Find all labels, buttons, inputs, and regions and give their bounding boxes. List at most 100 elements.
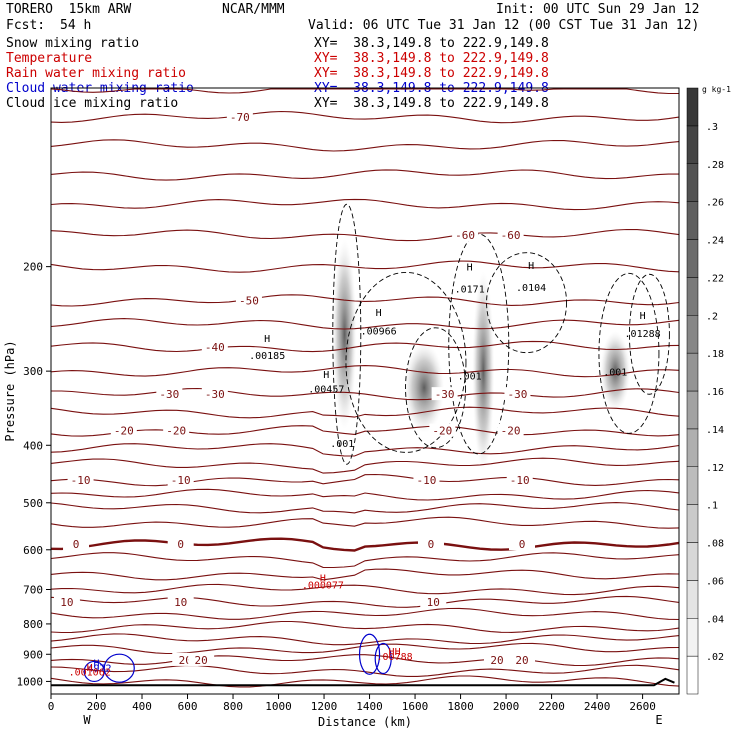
isotherm-label-text: 20: [490, 654, 503, 667]
isotherm-label: -30: [201, 387, 228, 401]
colorbar-tick-label: .12: [706, 463, 724, 474]
cloud-water-contour: [83, 660, 105, 683]
field-extreme-label: H: [93, 658, 99, 669]
isotherm-label: 0: [417, 537, 444, 551]
y-tick-label: 400: [23, 439, 43, 452]
isotherm-label: 10: [53, 595, 80, 609]
field-extreme-label: .00966: [361, 326, 397, 337]
isotherm-label-text: -40: [205, 341, 225, 354]
field-extreme-label: H: [640, 311, 646, 322]
isotherm-label: -20: [163, 423, 190, 438]
field-extreme-label: .00185: [249, 351, 285, 362]
isotherm-label: 20: [509, 652, 535, 667]
y-tick-label: 1000: [17, 675, 44, 688]
x-tick-label: 1800: [447, 700, 474, 713]
isotherm-line: [50, 537, 680, 552]
isotherm-label-text: 20: [515, 654, 528, 667]
cloud-ice-contour: [628, 273, 670, 395]
isotherm-label-text: -20: [432, 425, 452, 438]
y-tick-label: 700: [23, 584, 43, 597]
isotherm-line: [50, 228, 680, 242]
colorbar-tick-label: .16: [706, 387, 724, 398]
isotherm-label-text: -10: [171, 474, 191, 487]
axes: 0 200 400 600 800 1000 1200 1400 1600 1800 2000 220…: [17, 261, 656, 713]
ground-line: [51, 677, 675, 687]
field-extreme-label: .001062: [69, 668, 111, 679]
colorbar-cell: [686, 125, 699, 164]
isotherm-label: -10: [67, 473, 94, 487]
colorbar-tick-label: .02: [706, 652, 724, 663]
x-tick-label: 1000: [265, 700, 292, 713]
isotherm-line: [50, 473, 680, 487]
field-extreme-label: H: [320, 574, 326, 585]
cloud-ice-contours: [332, 203, 670, 465]
isotherm-line: [50, 552, 680, 569]
isotherm-label-text: -30: [159, 388, 179, 401]
isotherm-label-text: -30: [508, 388, 528, 401]
isotherm-label: -10: [167, 473, 194, 487]
field-label-snow: Snow mixing ratio: [6, 36, 140, 51]
colorbar-cell: [686, 277, 699, 316]
center-name: NCAR/MMM: [222, 2, 285, 17]
colorbar-cell: [686, 352, 699, 392]
isotherm-label-text: -70: [230, 111, 250, 124]
colorbar-cell: [686, 655, 699, 695]
x-tick-label: 2400: [584, 700, 611, 713]
cloud-ice-contour: [332, 203, 362, 465]
isotherm-label: 10: [167, 595, 194, 609]
x-tick-label: 1400: [356, 700, 383, 713]
isotherm-line: [50, 583, 680, 596]
colorbar-tick-label: .2: [706, 311, 718, 322]
x-tick-label: 2600: [629, 700, 656, 713]
isotherm-line: [50, 365, 680, 378]
xs-line-rain: XY= 38.3,149.8 to 222.9,149.8: [314, 66, 549, 81]
colorbar-tick-label: .04: [706, 614, 724, 625]
x-tick-label: 400: [132, 700, 152, 713]
colorbar-cell: [686, 580, 699, 619]
field-extreme-label: H: [467, 262, 473, 273]
field-extreme-label: H: [323, 370, 329, 381]
east-label: E: [655, 713, 662, 727]
x-axis-label: Distance (km): [318, 715, 412, 729]
isotherm-line: [50, 516, 680, 529]
isotherm-label-text: 0: [428, 538, 435, 551]
isotherm-label-text: -10: [416, 474, 436, 487]
isotherm-label: -10: [413, 473, 440, 487]
y-tick-label: 600: [23, 544, 43, 557]
field-extreme-label: .0104: [516, 283, 546, 294]
field-extreme-label: HH: [389, 647, 401, 658]
isotherm-line: [50, 633, 680, 646]
isotherm-line: [50, 340, 680, 353]
colorbar-cell: [686, 428, 699, 467]
isotherm-label-text: 20: [195, 654, 208, 667]
x-tick-label: 2200: [538, 700, 565, 713]
y-axis-label: Pressure (hPa): [3, 340, 17, 441]
colorbar-cell: [686, 201, 699, 240]
isotherm-label: -30: [431, 387, 458, 401]
isotherm-label-text: 0: [519, 538, 526, 551]
colorbar-cell: [686, 466, 699, 505]
isotherm-label-text: -20: [166, 425, 186, 438]
field-extreme-label: H: [264, 334, 270, 345]
contour-labels: -70 -60 -60 -50 -40 -30 -30 -30 -30 -20 -20 -20 -20 -…: [53, 110, 661, 679]
isotherm-label-text: -30: [435, 388, 455, 401]
colorbar-cell: [686, 542, 699, 581]
field-extreme-label: .00457: [308, 385, 344, 396]
isotherm-line: [50, 607, 680, 621]
field-extreme-label: .001: [458, 372, 482, 383]
colorbar-tick-label: .1: [706, 501, 718, 512]
isotherm-label: 0: [63, 537, 90, 551]
x-tick-label: 800: [223, 700, 243, 713]
cloud-water-contours: [83, 633, 392, 683]
isotherm-line: [50, 595, 680, 608]
isotherm-line: [50, 568, 680, 581]
y-tick-label: 800: [23, 618, 43, 631]
isotherm-label-text: -20: [114, 425, 134, 438]
field-extreme-label: .000077: [302, 580, 344, 591]
x-tick-label: 1600: [402, 700, 429, 713]
colorbar-cell: [686, 163, 699, 202]
fcst-value: 54 h: [60, 18, 92, 33]
isotherm-label-text: -60: [455, 229, 475, 242]
field-extreme-label: .01288: [625, 329, 661, 340]
